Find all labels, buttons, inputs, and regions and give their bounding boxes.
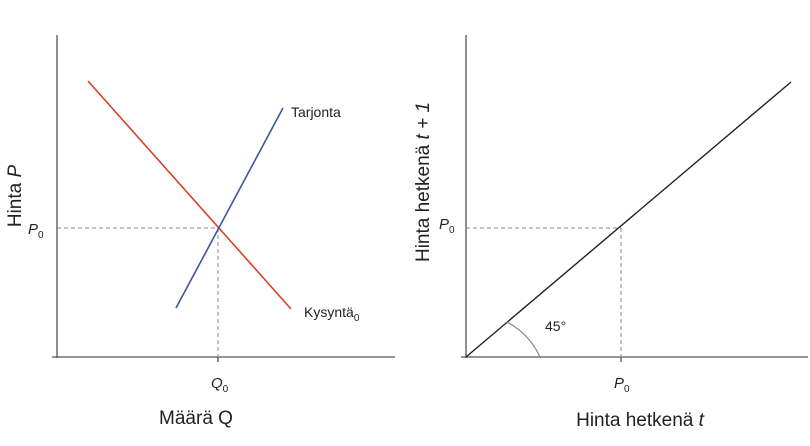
right-x-axis-label-text: Hinta hetkenä [576, 410, 699, 431]
left-panel: Hinta P P0 Q0 Tarjonta Kysyntä0 Määrä Q [5, 35, 395, 429]
right-y-axis-label-italic: t + 1 [413, 102, 434, 140]
demand-label: Kysyntä0 [304, 304, 360, 324]
right-x-axis-label: Hinta hetkenä t [576, 410, 705, 431]
right-p0-y-label: P0 [439, 216, 455, 236]
right-p0-y-main: P [439, 216, 449, 233]
left-y-axis-label-text: Hinta [5, 178, 26, 228]
demand-curve [87, 80, 292, 310]
left-q0-sub: 0 [223, 384, 229, 395]
left-q0-main: Q [211, 375, 223, 392]
demand-label-sub: 0 [354, 313, 360, 324]
diagonal-45-line [465, 81, 792, 358]
left-q0-label: Q0 [211, 375, 229, 395]
left-p0-main: P [28, 221, 38, 238]
angle-arc [506, 321, 541, 358]
angle-label: 45° [545, 318, 566, 334]
right-x-axis-label-italic: t [699, 410, 705, 431]
supply-curve [175, 107, 284, 309]
right-p0-x-label: P0 [614, 375, 630, 395]
left-p0-label: P0 [28, 221, 44, 241]
supply-label: Tarjonta [291, 104, 341, 120]
right-y-axis-label: Hinta hetkenä t + 1 [413, 102, 434, 262]
left-p0-sub: 0 [38, 230, 44, 241]
right-p0-x-sub: 0 [624, 384, 630, 395]
left-y-axis-label-italic: P [5, 165, 26, 178]
right-p0-y-sub: 0 [449, 225, 455, 236]
demand-label-main: Kysyntä [304, 304, 354, 320]
right-p0-x-main: P [614, 375, 624, 392]
left-y-axis-label: Hinta P [5, 165, 26, 228]
right-y-axis-label-text: Hinta hetkenä [413, 139, 434, 262]
right-panel: 45° Hinta hetkenä t + 1 P0 P0 Hinta hetk… [413, 35, 808, 431]
left-x-axis-label: Määrä Q [159, 408, 233, 429]
